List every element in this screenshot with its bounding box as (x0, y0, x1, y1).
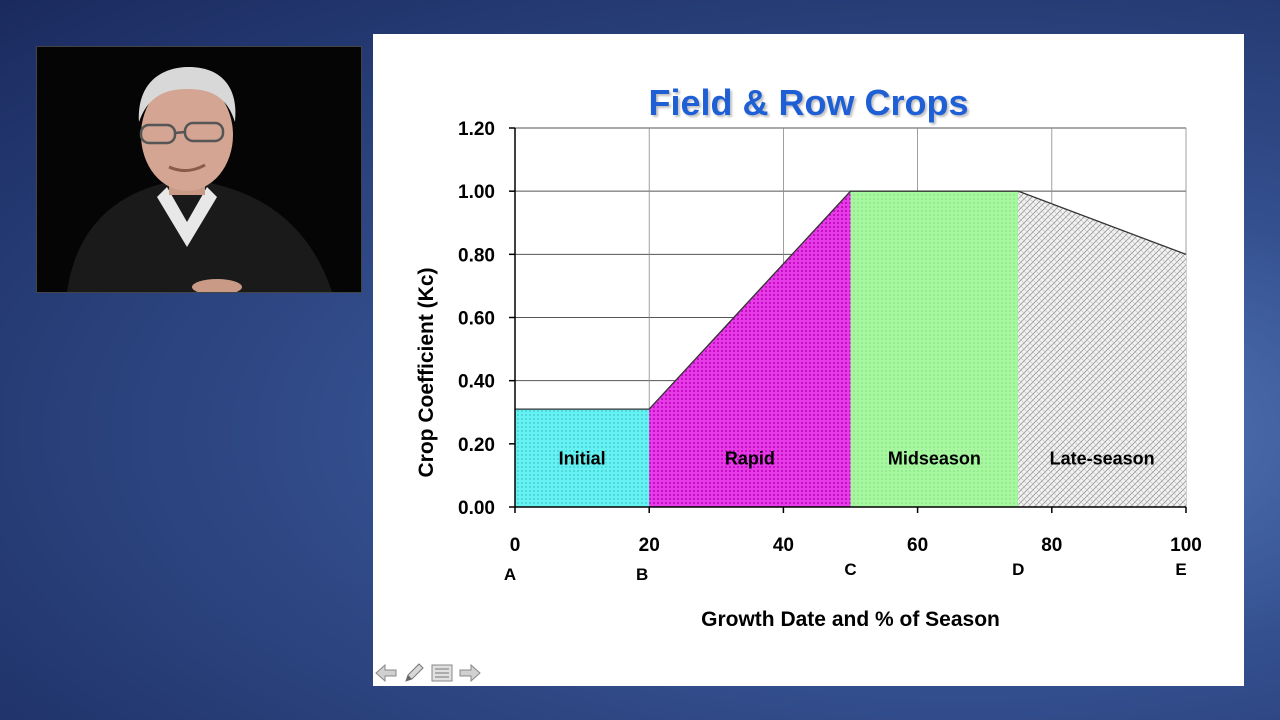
labels: Initial Rapid Midseason Late-season 0.00 0.20… (415, 119, 1202, 631)
stage-label-b: B (636, 565, 648, 584)
y-tick-label: 0.40 (458, 372, 495, 393)
x-tick-label: 80 (1041, 535, 1062, 556)
phase-area-initial (515, 409, 650, 507)
slide-nav (375, 661, 481, 685)
kc-chart: Initial Rapid Midseason Late-season 0.00 0.20… (415, 119, 1202, 631)
slide-title: Field & Row Crops (648, 82, 969, 123)
y-axis-title: Crop Coefficient (Kc) (415, 268, 438, 478)
y-tick-label: 0.80 (458, 245, 495, 266)
y-tick-label: 0.00 (458, 498, 495, 519)
phase-area-midseason (850, 191, 1019, 507)
phase-label-initial: Initial (559, 448, 606, 468)
kc-curve (515, 190, 1187, 410)
stage-label-d: D (1012, 560, 1024, 579)
x-tick-label: 0 (510, 535, 521, 556)
stage-label-c: C (844, 560, 856, 579)
stage-label-a: A (504, 565, 516, 584)
pen-icon[interactable] (403, 662, 425, 684)
x-tick-label: 40 (773, 535, 794, 556)
phase-area-late-season (1018, 191, 1186, 507)
y-tick-label: 0.60 (458, 309, 495, 330)
axes (509, 127, 1187, 513)
presenter-video (37, 47, 361, 292)
arrow-left-icon[interactable] (375, 662, 397, 684)
phase-area-rapid (649, 191, 851, 507)
x-tick-label: 60 (907, 535, 928, 556)
arrow-right-icon[interactable] (459, 662, 481, 684)
y-tick-label: 1.00 (458, 182, 495, 203)
phase-areas (515, 190, 1187, 507)
slide: Field & Row Crops Initial Rapid (373, 34, 1244, 686)
phase-label-late-season: Late-season (1050, 448, 1155, 468)
video-inset (36, 46, 362, 293)
x-tick-label: 100 (1170, 535, 1202, 556)
phase-label-midseason: Midseason (888, 448, 981, 468)
x-axis-title: Growth Date and % of Season (701, 608, 1000, 631)
menu-icon[interactable] (431, 662, 453, 684)
y-tick-label: 1.20 (458, 119, 495, 140)
x-tick-label: 20 (639, 535, 660, 556)
stage-label-e: E (1175, 560, 1186, 579)
phase-label-rapid: Rapid (725, 448, 775, 468)
y-tick-label: 0.20 (458, 435, 495, 456)
